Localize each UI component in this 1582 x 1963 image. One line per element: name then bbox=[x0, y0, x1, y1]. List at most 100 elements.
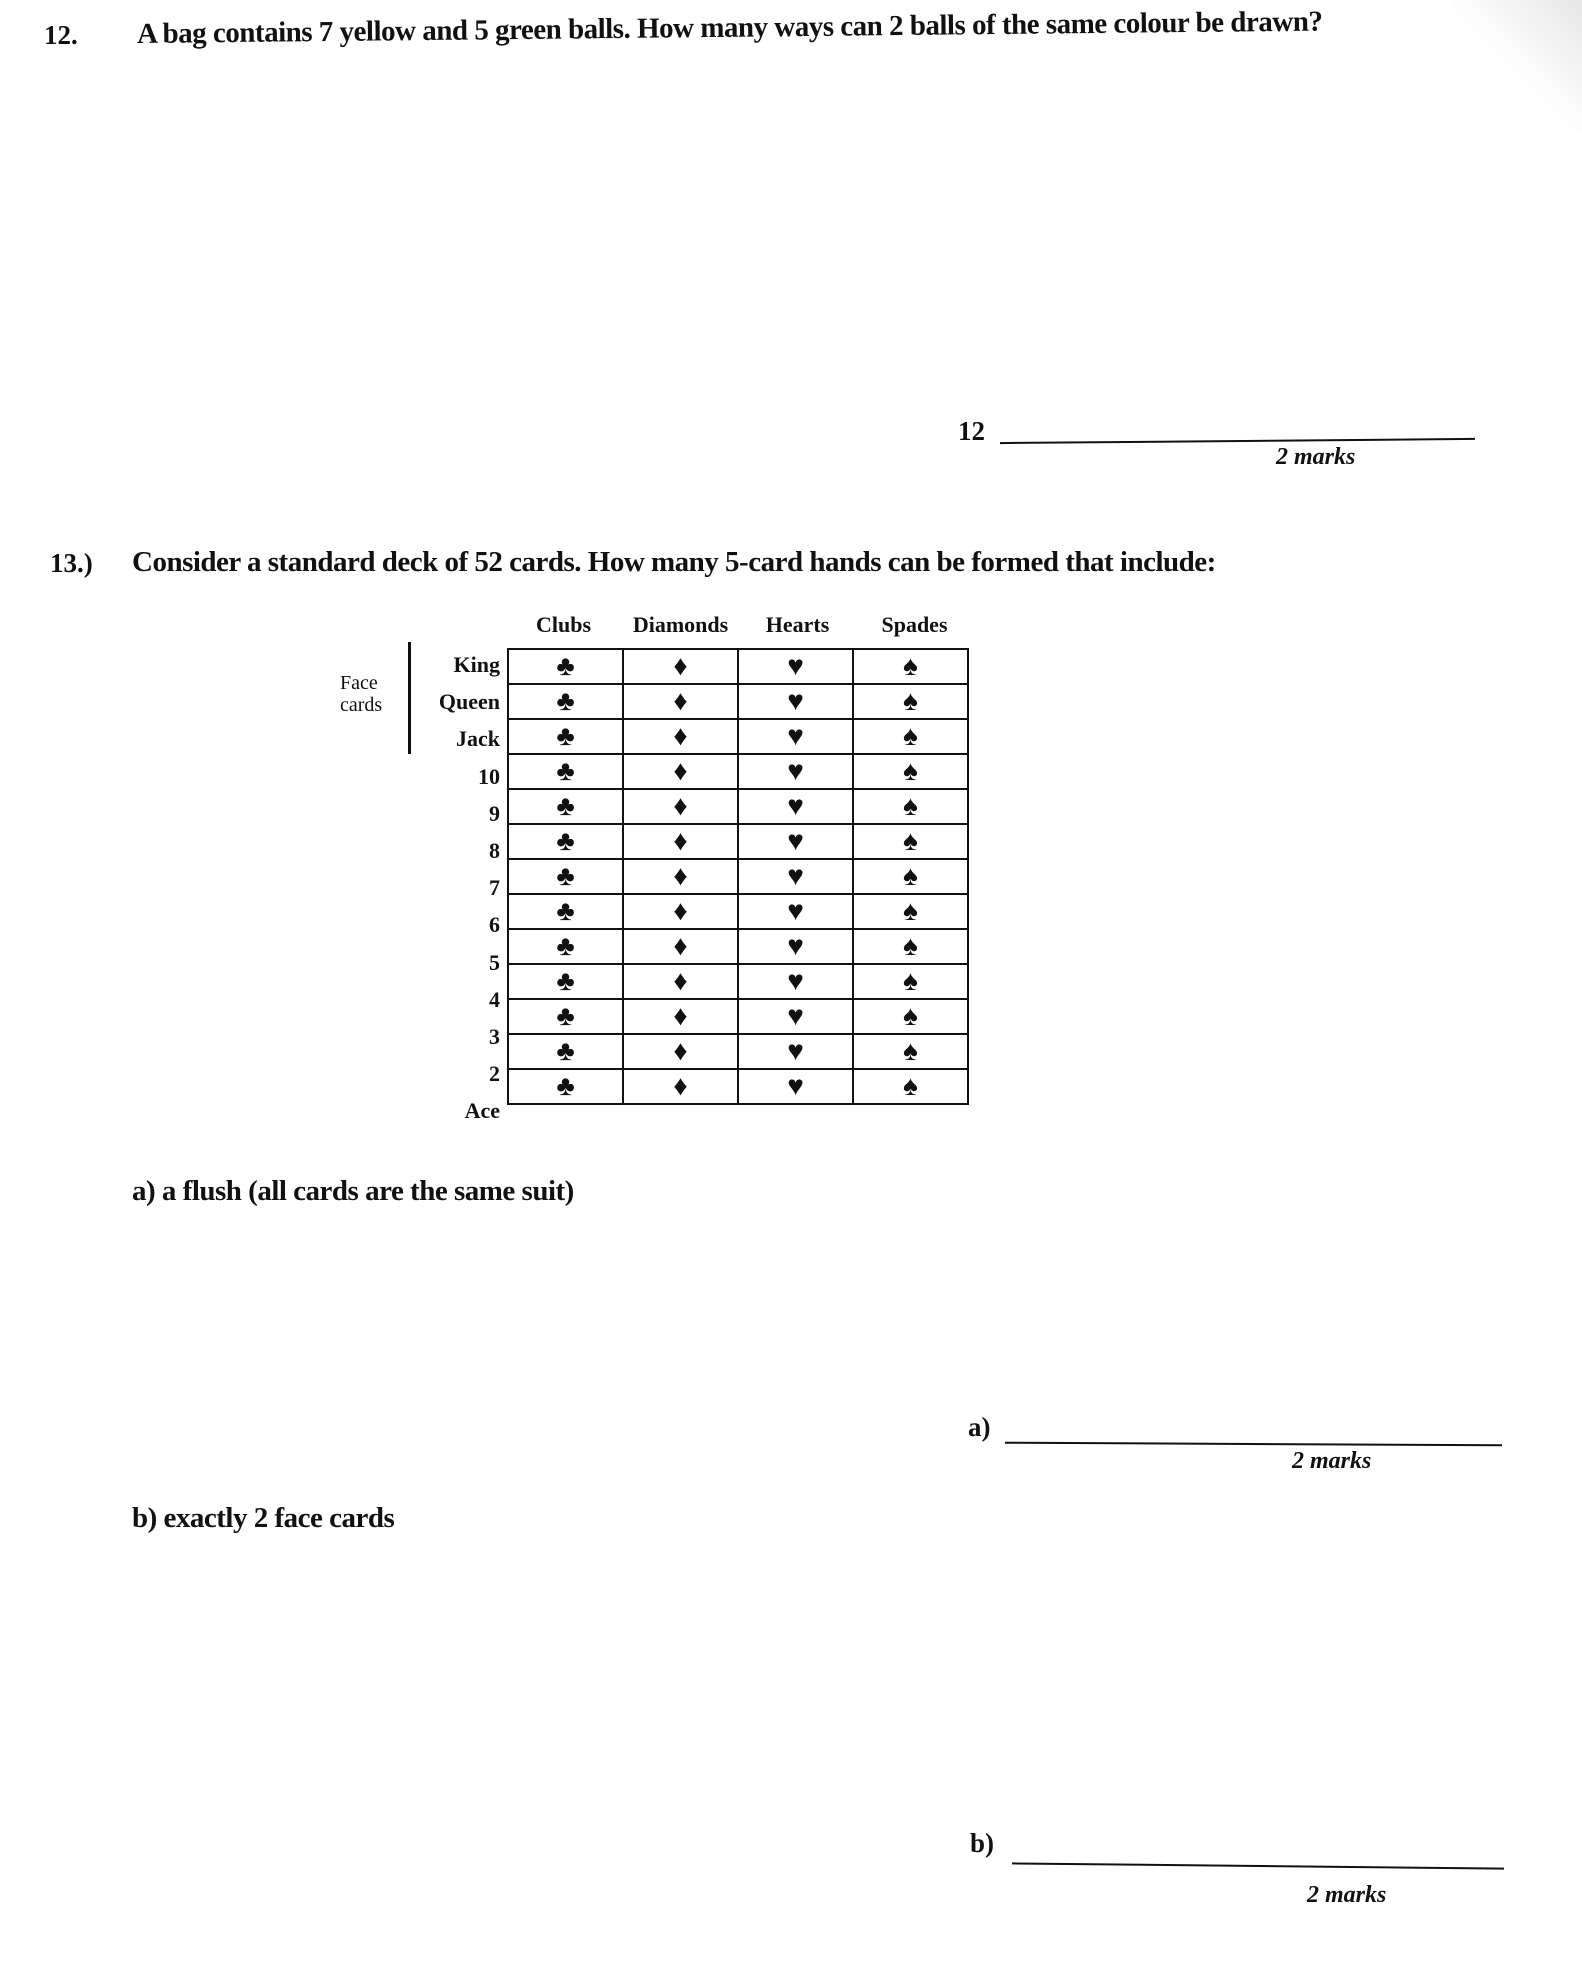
card-cell-clubs-icon: ♣ bbox=[507, 1033, 624, 1070]
q12-marks: 2 marks bbox=[1276, 444, 1356, 470]
part-a-answer-line[interactable] bbox=[1004, 1441, 1503, 1447]
rank-label: 4 bbox=[489, 986, 500, 1012]
part-a-marks: 2 marks bbox=[1292, 1448, 1372, 1474]
rank-label: 9 bbox=[489, 800, 500, 826]
card-cell-diamonds-icon: ♦ bbox=[622, 998, 739, 1035]
deck-row: ♣ ♦ ♥ ♠ bbox=[507, 823, 969, 860]
deck-row: ♣ ♦ ♥ ♠ bbox=[507, 998, 969, 1035]
rank-label: Jack bbox=[456, 726, 500, 752]
suit-header-clubs: Clubs bbox=[535, 612, 592, 637]
part-b-answer-line[interactable] bbox=[1012, 1862, 1504, 1870]
card-cell-spades-icon: ♠ bbox=[852, 893, 969, 930]
card-cell-spades-icon: ♠ bbox=[852, 753, 969, 790]
card-cell-clubs-icon: ♣ bbox=[507, 648, 624, 685]
suit-header-spades: Spades bbox=[881, 612, 948, 637]
card-cell-diamonds-icon: ♦ bbox=[622, 718, 739, 755]
rank-label: 8 bbox=[489, 838, 500, 863]
rank-label: 5 bbox=[489, 949, 500, 975]
card-cell-diamonds-icon: ♦ bbox=[622, 893, 739, 930]
card-cell-spades-icon: ♠ bbox=[852, 928, 969, 965]
card-cell-diamonds-icon: ♦ bbox=[622, 1068, 739, 1105]
card-cell-diamonds-icon: ♦ bbox=[622, 753, 739, 790]
card-cell-hearts-icon: ♥ bbox=[737, 823, 854, 860]
card-cell-diamonds-icon: ♦ bbox=[622, 823, 739, 860]
deck-row: ♣ ♦ ♥ ♠ bbox=[507, 893, 969, 930]
deck-row: ♣ ♦ ♥ ♠ bbox=[507, 1068, 969, 1105]
suit-header-hearts: Hearts bbox=[765, 612, 830, 637]
deck-row: ♣ ♦ ♥ ♠ bbox=[507, 1033, 969, 1070]
part-b-text: b) exactly 2 face cards bbox=[132, 1502, 395, 1534]
face-cards-brace bbox=[408, 642, 415, 754]
card-cell-diamonds-icon: ♦ bbox=[622, 788, 739, 825]
rank-label: 10 bbox=[478, 763, 500, 789]
card-cell-hearts-icon: ♥ bbox=[737, 788, 854, 825]
card-cell-spades-icon: ♠ bbox=[852, 998, 969, 1035]
deck-row: ♣ ♦ ♥ ♠ bbox=[507, 963, 969, 1000]
part-a-answer-label: a) bbox=[968, 1412, 991, 1442]
question-13-text: Consider a standard deck of 52 cards. Ho… bbox=[132, 546, 1216, 578]
rank-label: Ace bbox=[464, 1098, 500, 1124]
card-cell-spades-icon: ♠ bbox=[852, 648, 969, 685]
deck-row: ♣ ♦ ♥ ♠ bbox=[507, 928, 969, 965]
card-cell-spades-icon: ♠ bbox=[852, 858, 969, 895]
card-cell-hearts-icon: ♥ bbox=[737, 893, 854, 930]
face-cards-label: Face cards bbox=[340, 672, 382, 716]
part-b-answer-label: b) bbox=[970, 1828, 995, 1858]
rank-label: 2 bbox=[489, 1061, 500, 1087]
card-cell-spades-icon: ♠ bbox=[852, 823, 969, 860]
deck-row: ♣ ♦ ♥ ♠ bbox=[507, 648, 969, 685]
card-cell-diamonds-icon: ♦ bbox=[622, 963, 739, 1000]
part-b-marks: 2 marks bbox=[1307, 1882, 1387, 1908]
card-cell-spades-icon: ♠ bbox=[852, 683, 969, 720]
card-cell-spades-icon: ♠ bbox=[852, 963, 969, 1000]
card-cell-clubs-icon: ♣ bbox=[507, 718, 624, 755]
deck-row: ♣ ♦ ♥ ♠ bbox=[507, 753, 969, 790]
rank-label: King bbox=[453, 652, 500, 677]
card-cell-spades-icon: ♠ bbox=[852, 788, 969, 825]
part-a-text: a) a flush (all cards are the same suit) bbox=[132, 1175, 574, 1207]
card-cell-diamonds-icon: ♦ bbox=[622, 683, 739, 720]
card-cell-clubs-icon: ♣ bbox=[507, 928, 624, 965]
face-label-line1: Face bbox=[340, 672, 378, 694]
scan-shadow bbox=[1452, 0, 1582, 130]
card-cell-diamonds-icon: ♦ bbox=[622, 1033, 739, 1070]
question-12-text: A bag contains 7 yellow and 5 green ball… bbox=[136, 5, 1323, 50]
card-cell-diamonds-icon: ♦ bbox=[622, 648, 739, 685]
card-cell-diamonds-icon: ♦ bbox=[622, 858, 739, 895]
question-13-number: 13.) bbox=[50, 548, 93, 578]
deck-table: ♣ ♦ ♥ ♠ ♣ ♦ ♥ ♠ ♣ ♦ ♥ ♠ ♣ ♦ ♥ ♠ ♣ ♦ ♥ ♠ ♣ ♦ ♥ ♠ ♣ ♦ ♥ ♠ ♣ ♦ ♥ ♠ ♣ ♦ ♥ ♠ ♣ ♦ ♥ ♠… bbox=[507, 648, 969, 1105]
deck-row: ♣ ♦ ♥ ♠ bbox=[507, 683, 969, 720]
card-cell-clubs-icon: ♣ bbox=[507, 788, 624, 825]
q12-answer-line[interactable] bbox=[1000, 437, 1475, 445]
card-cell-clubs-icon: ♣ bbox=[507, 998, 624, 1035]
rank-label: 6 bbox=[489, 912, 500, 938]
card-cell-hearts-icon: ♥ bbox=[737, 1033, 854, 1070]
card-cell-diamonds-icon: ♦ bbox=[622, 928, 739, 965]
card-cell-spades-icon: ♠ bbox=[852, 718, 969, 755]
card-cell-hearts-icon: ♥ bbox=[737, 718, 854, 755]
rank-label: 7 bbox=[489, 875, 500, 901]
rank-label: 3 bbox=[489, 1024, 500, 1049]
card-cell-hearts-icon: ♥ bbox=[737, 998, 854, 1035]
card-cell-clubs-icon: ♣ bbox=[507, 683, 624, 720]
card-cell-clubs-icon: ♣ bbox=[507, 753, 624, 790]
deck-row: ♣ ♦ ♥ ♠ bbox=[507, 718, 969, 755]
card-cell-hearts-icon: ♥ bbox=[737, 683, 854, 720]
card-cell-clubs-icon: ♣ bbox=[507, 893, 624, 930]
card-cell-spades-icon: ♠ bbox=[852, 1033, 969, 1070]
deck-row: ♣ ♦ ♥ ♠ bbox=[507, 788, 969, 825]
card-cell-hearts-icon: ♥ bbox=[737, 858, 854, 895]
card-cell-clubs-icon: ♣ bbox=[507, 1068, 624, 1105]
card-cell-hearts-icon: ♥ bbox=[737, 928, 854, 965]
q12-answer-label: 12 bbox=[958, 416, 985, 446]
deck-row: ♣ ♦ ♥ ♠ bbox=[507, 858, 969, 895]
card-cell-spades-icon: ♠ bbox=[852, 1068, 969, 1105]
card-cell-hearts-icon: ♥ bbox=[737, 648, 854, 685]
card-cell-hearts-icon: ♥ bbox=[737, 753, 854, 790]
card-cell-hearts-icon: ♥ bbox=[737, 963, 854, 1000]
rank-label: Queen bbox=[438, 689, 500, 715]
card-cell-hearts-icon: ♥ bbox=[737, 1068, 854, 1105]
card-cell-clubs-icon: ♣ bbox=[507, 963, 624, 1000]
card-cell-clubs-icon: ♣ bbox=[507, 858, 624, 895]
question-12-number: 12. bbox=[44, 20, 78, 50]
